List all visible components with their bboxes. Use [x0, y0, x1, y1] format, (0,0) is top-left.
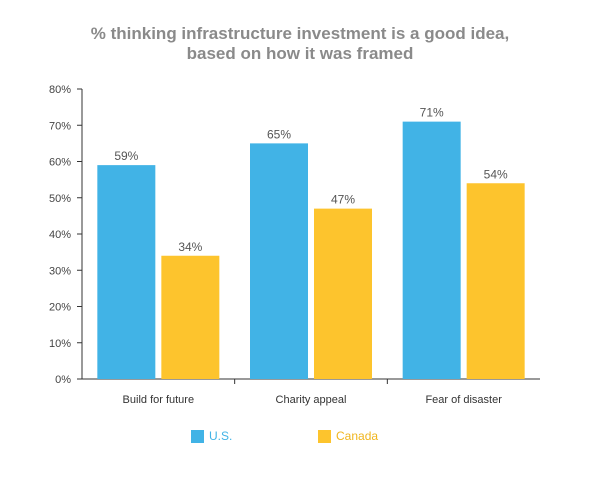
bar	[97, 165, 156, 379]
y-tick-label: 30%	[49, 265, 71, 277]
legend-label-canada: Canada	[336, 429, 379, 443]
data-label: 34%	[178, 240, 202, 254]
legend-item-us: U.S.	[191, 428, 232, 444]
x-tick-label: Charity appeal	[276, 394, 347, 406]
y-tick-label: 60%	[49, 157, 71, 169]
legend-label-us: U.S.	[209, 429, 233, 443]
bar	[161, 255, 220, 379]
bar	[314, 208, 372, 379]
bar	[250, 143, 308, 379]
chart-title: % thinking infrastructure investment is …	[0, 24, 600, 64]
y-tick-label: 70%	[49, 120, 71, 132]
chart-title-line-1: % thinking infrastructure investment is …	[90, 24, 510, 43]
y-tick-label: 40%	[49, 229, 71, 241]
y-tick-label: 50%	[49, 193, 71, 205]
chart-title-line-2: based on how it was framed	[186, 44, 414, 63]
data-label: 59%	[114, 149, 138, 163]
bar	[402, 121, 461, 379]
legend-swatch-canada	[318, 429, 331, 443]
y-tick-label: 20%	[49, 302, 71, 314]
data-label: 71%	[420, 106, 444, 120]
legend-swatch-us	[191, 429, 204, 443]
y-tick-label: 80%	[49, 84, 71, 96]
data-label: 54%	[484, 167, 508, 181]
y-tick-label: 10%	[49, 338, 71, 350]
y-tick-label: 0%	[55, 374, 71, 386]
bar	[466, 183, 525, 379]
data-label: 47%	[331, 193, 355, 207]
x-tick-label: Fear of disaster	[425, 394, 502, 406]
data-label: 65%	[267, 127, 291, 141]
x-tick-label: Build for future	[123, 394, 195, 406]
legend-item-canada: Canada	[318, 428, 378, 444]
